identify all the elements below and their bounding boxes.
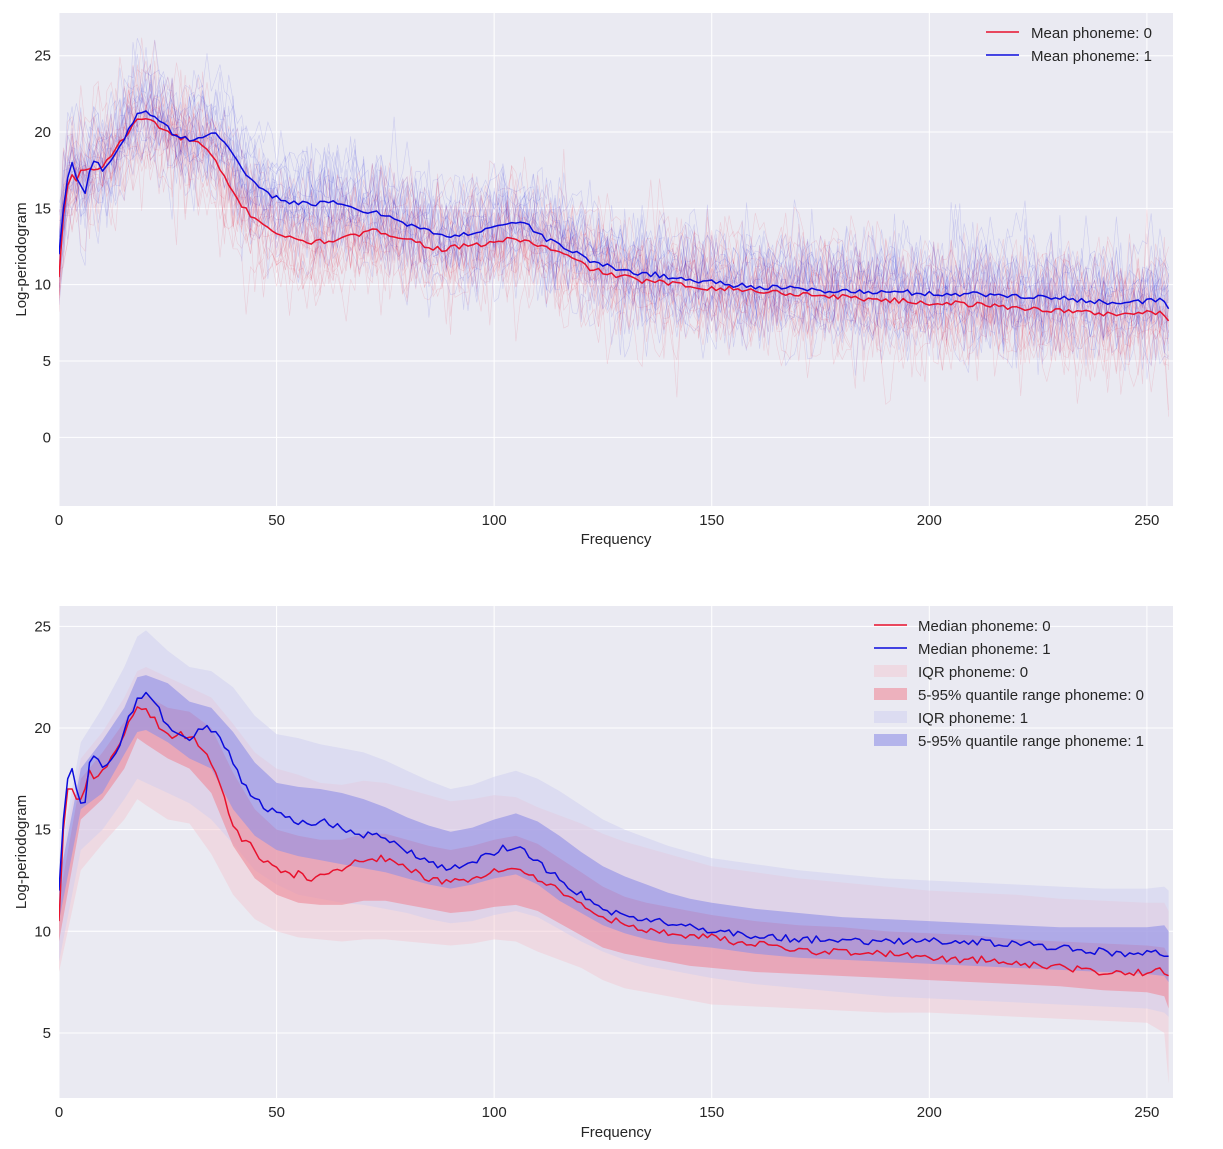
x-axis-label: Frequency	[581, 531, 652, 548]
sample-trace	[59, 121, 1169, 372]
sample-trace	[59, 95, 1169, 359]
x-tick-label: 100	[482, 1104, 507, 1121]
sample-trace	[59, 95, 1169, 333]
legend-patch-swatch	[874, 688, 907, 700]
sample-trace	[59, 142, 1169, 405]
sample-trace	[59, 83, 1169, 363]
sample-trace	[59, 133, 1169, 376]
legend-patch-swatch	[874, 711, 907, 723]
x-tick-label: 150	[699, 1104, 724, 1121]
legend: Median phoneme: 0 Median phoneme: 1 IQR ph…	[874, 618, 1144, 750]
sample-trace	[59, 108, 1169, 357]
sample-trace	[59, 60, 1169, 331]
x-tick-label: 200	[917, 1104, 942, 1121]
legend-label: Median phoneme: 0	[918, 618, 1051, 635]
x-tick-label: 150	[699, 512, 724, 529]
y-tick-label: 25	[34, 618, 51, 635]
y-tick-label: 0	[43, 429, 51, 446]
sample-trace	[59, 69, 1169, 315]
sample-trace	[59, 105, 1169, 380]
legend-label: 5-95% quantile range phoneme: 0	[918, 687, 1144, 704]
sample-trace	[59, 69, 1169, 329]
y-axis-label: Log-periodogram	[13, 795, 30, 909]
legend-label: Mean phoneme: 1	[1031, 48, 1152, 65]
x-tick-label: 50	[268, 512, 285, 529]
top-chart-mean-log-periodogram: 0 50 100 150 200 250 0 5 10 15 20 25 Frequency Log-pe…	[13, 13, 1173, 548]
sample-trace	[59, 108, 1169, 380]
x-tick-label: 250	[1134, 1104, 1159, 1121]
y-tick-label: 10	[34, 923, 51, 940]
sample-trace	[59, 108, 1169, 370]
sample-trace	[59, 85, 1169, 351]
series-line-median-phoneme-0	[59, 706, 1169, 977]
legend-patch-swatch	[874, 665, 907, 677]
y-tick-label: 15	[34, 822, 51, 839]
sample-trace	[59, 79, 1169, 366]
sample-trace	[59, 101, 1169, 395]
plot-content	[59, 37, 1170, 417]
sample-trace	[59, 60, 1169, 338]
legend-label: Median phoneme: 1	[918, 641, 1051, 658]
y-tick-label: 5	[43, 353, 51, 370]
x-tick-label: 250	[1134, 512, 1159, 529]
sample-trace	[59, 90, 1169, 353]
y-tick-label: 25	[34, 48, 51, 65]
sample-trace	[59, 106, 1169, 366]
series-line-median-phoneme-1	[59, 691, 1169, 958]
sample-trace	[59, 75, 1169, 322]
sample-trace	[59, 89, 1169, 360]
sample-trace	[59, 90, 1169, 333]
y-tick-label: 15	[34, 200, 51, 217]
sample-trace	[59, 119, 1169, 369]
sample-trace	[59, 120, 1169, 411]
sample-trace	[59, 90, 1169, 362]
x-tick-label: 0	[55, 1104, 63, 1121]
sample-trace	[59, 82, 1169, 348]
series-line-mean-phoneme-0	[59, 118, 1170, 322]
sample-trace	[59, 79, 1169, 356]
y-tick-label: 20	[34, 720, 51, 737]
sample-trace	[59, 64, 1169, 364]
sample-trace	[59, 37, 1169, 312]
sample-trace	[59, 121, 1169, 417]
plot-area	[59, 13, 1173, 506]
sample-trace	[59, 37, 1169, 306]
sample-trace	[59, 41, 1169, 326]
legend: Mean phoneme: 0 Mean phoneme: 1	[986, 25, 1152, 65]
legend-label: 5-95% quantile range phoneme: 1	[918, 733, 1144, 750]
sample-trace	[59, 64, 1169, 370]
bottom-chart-median-quantile-bands: 0 50 100 150 200 250 5 10 15 20 25 Frequency Log-per…	[13, 606, 1173, 1141]
sample-trace	[59, 123, 1169, 379]
legend-label: IQR phoneme: 1	[918, 710, 1028, 727]
sample-trace	[59, 79, 1169, 375]
series-line-mean-phoneme-1	[59, 110, 1170, 310]
sample-trace	[59, 69, 1169, 341]
y-tick-label: 5	[43, 1025, 51, 1042]
y-tick-label: 20	[34, 124, 51, 141]
x-tick-label: 0	[55, 512, 63, 529]
y-axis-label: Log-periodogram	[13, 202, 30, 316]
y-tick-label: 10	[34, 277, 51, 294]
sample-trace	[59, 66, 1169, 339]
sample-trace	[59, 100, 1169, 385]
legend-label: IQR phoneme: 0	[918, 664, 1028, 681]
legend-patch-swatch	[874, 734, 907, 746]
legend-label: Mean phoneme: 0	[1031, 25, 1152, 42]
sample-trace	[59, 83, 1169, 357]
sample-trace	[59, 63, 1169, 349]
sample-trace	[59, 39, 1169, 331]
plot-content	[59, 630, 1169, 1084]
sample-trace	[59, 96, 1169, 361]
x-tick-label: 100	[482, 512, 507, 529]
x-axis-label: Frequency	[581, 1124, 652, 1141]
x-tick-label: 200	[917, 512, 942, 529]
sample-trace	[59, 69, 1169, 338]
x-tick-label: 50	[268, 1104, 285, 1121]
